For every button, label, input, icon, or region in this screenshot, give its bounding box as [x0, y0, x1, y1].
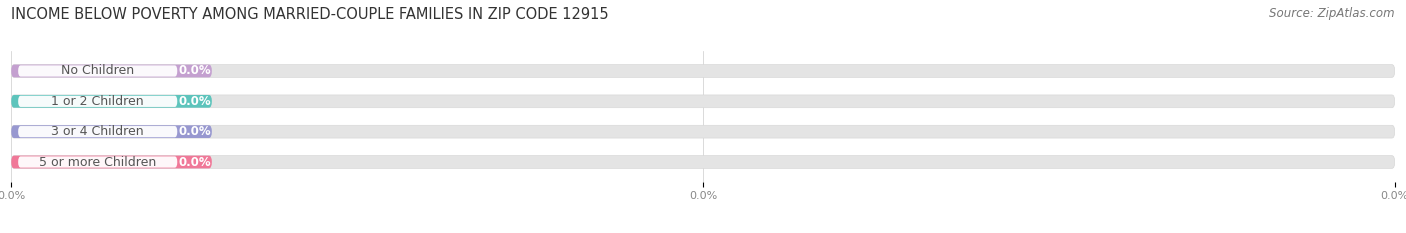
FancyBboxPatch shape: [18, 96, 177, 107]
FancyBboxPatch shape: [11, 65, 1395, 77]
Text: INCOME BELOW POVERTY AMONG MARRIED-COUPLE FAMILIES IN ZIP CODE 12915: INCOME BELOW POVERTY AMONG MARRIED-COUPL…: [11, 7, 609, 22]
Text: 0.0%: 0.0%: [179, 95, 211, 108]
Text: 0.0%: 0.0%: [179, 65, 211, 78]
Text: 0.0%: 0.0%: [179, 125, 211, 138]
FancyBboxPatch shape: [18, 156, 177, 168]
Text: 0.0%: 0.0%: [179, 155, 211, 168]
FancyBboxPatch shape: [11, 156, 1395, 168]
FancyBboxPatch shape: [11, 95, 212, 108]
Text: 5 or more Children: 5 or more Children: [39, 155, 156, 168]
FancyBboxPatch shape: [18, 126, 177, 137]
Text: No Children: No Children: [60, 65, 135, 78]
FancyBboxPatch shape: [11, 95, 1395, 108]
FancyBboxPatch shape: [11, 125, 212, 138]
FancyBboxPatch shape: [11, 125, 1395, 138]
FancyBboxPatch shape: [11, 156, 212, 168]
Text: 3 or 4 Children: 3 or 4 Children: [52, 125, 143, 138]
Text: Source: ZipAtlas.com: Source: ZipAtlas.com: [1270, 7, 1395, 20]
FancyBboxPatch shape: [18, 65, 177, 77]
FancyBboxPatch shape: [11, 65, 212, 77]
Text: 1 or 2 Children: 1 or 2 Children: [52, 95, 143, 108]
